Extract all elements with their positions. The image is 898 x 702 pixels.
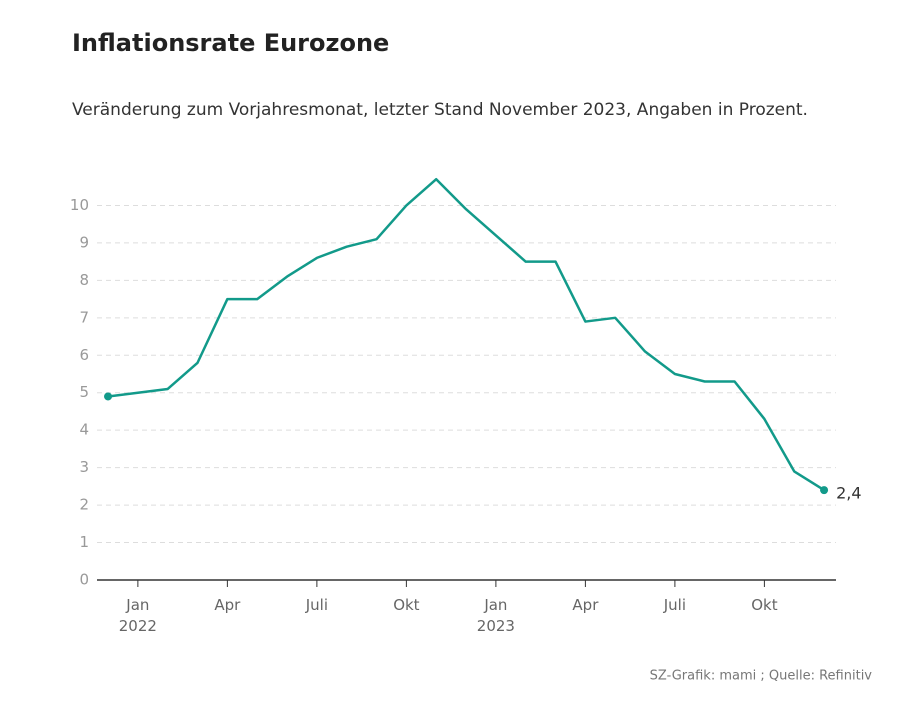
y-tick-label: 5	[79, 383, 89, 401]
y-tick-label: 9	[79, 233, 89, 251]
x-tick-label: Apr	[214, 596, 241, 614]
end-point	[104, 392, 113, 401]
y-tick-label: 0	[79, 571, 89, 589]
y-tick-label: 7	[79, 308, 89, 326]
chart-title: Inflationsrate Eurozone	[72, 29, 389, 57]
end-point	[820, 486, 829, 495]
chart-subtitle: Veränderung zum Vorjahresmonat, letzter …	[72, 100, 808, 120]
y-tick-label: 4	[79, 421, 89, 439]
x-tick-label: Apr	[572, 596, 599, 614]
source: SZ-Grafik: mami ; Quelle: Refinitiv	[650, 669, 873, 684]
value-label: 2,4	[836, 484, 861, 503]
x-tick-label: Okt	[751, 596, 777, 614]
line	[107, 177, 825, 492]
x-tick-label: Juli	[305, 596, 328, 614]
y-tick-label: 8	[79, 271, 89, 289]
y-tick-label: 2	[79, 496, 89, 514]
x-tick-label: Jan 2023	[477, 596, 515, 635]
x-tick-label: Juli	[663, 596, 686, 614]
y-tick-label: 6	[79, 346, 89, 364]
y-tick-label: 1	[79, 533, 89, 551]
x-tick-label: Okt	[393, 596, 419, 614]
y-tick-label: 3	[79, 458, 89, 476]
y-tick-label: 10	[70, 196, 89, 214]
x-tick-label: Jan 2022	[119, 596, 157, 635]
